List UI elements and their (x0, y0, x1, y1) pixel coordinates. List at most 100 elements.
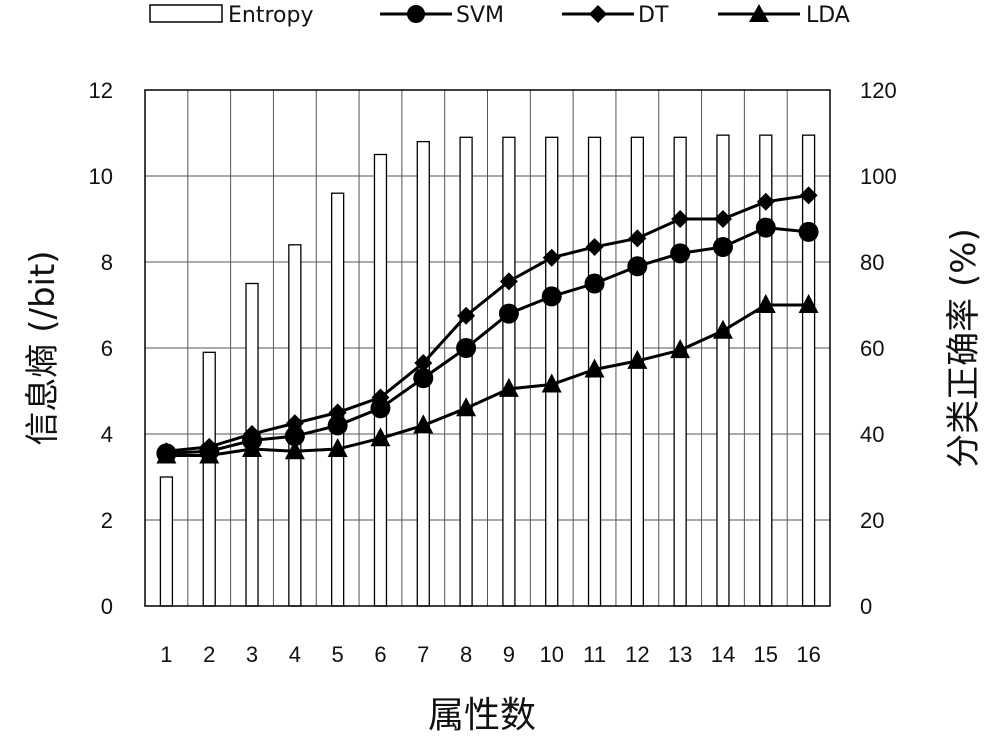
legend-entropy-swatch (149, 4, 223, 23)
lda-point (584, 358, 605, 378)
lda-point (199, 444, 220, 464)
y-tick-label: 12 (89, 78, 113, 103)
y2-tick-label: 100 (860, 164, 897, 189)
legend-dt: DT (562, 3, 669, 28)
legend-entropy-label: Entropy (228, 3, 313, 28)
entropy-bar (545, 136, 559, 607)
lda-point (755, 294, 776, 313)
svm-point (755, 217, 776, 238)
y-axis-title: 信息熵 (/bit) (23, 250, 63, 445)
y2-tick-label: 0 (860, 594, 872, 619)
lda-point (327, 438, 348, 458)
entropy-bar (202, 351, 216, 607)
x-tick-label: 16 (796, 642, 820, 667)
entropy-bar (459, 136, 473, 607)
entropy-bar (716, 134, 730, 607)
svm-point (798, 221, 819, 242)
dt-point (499, 272, 518, 291)
lda-point (670, 339, 691, 359)
x-tick-label: 7 (417, 642, 429, 667)
legend-lda: LDA (718, 3, 850, 28)
legend-entropy: Entropy (149, 3, 313, 28)
lda-line (166, 303, 809, 457)
dt-point (756, 192, 775, 211)
x-tick-label: 8 (460, 642, 472, 667)
svm-point (284, 426, 305, 447)
accuracy-lines (156, 186, 819, 464)
entropy-bar (673, 136, 687, 607)
y2-tick-label: 80 (860, 250, 884, 275)
x-tick-label: 10 (539, 642, 563, 667)
lda-point (156, 444, 177, 464)
lda-point (242, 438, 263, 458)
svm-point (456, 338, 477, 358)
svm-point (584, 273, 605, 294)
svm-point (327, 415, 348, 436)
entropy-bar (373, 153, 388, 607)
entropy-bar (331, 192, 345, 607)
lda-point (798, 294, 819, 313)
plot-area (144, 89, 831, 607)
dt-point (585, 237, 604, 256)
y2-tick-label: 40 (860, 422, 884, 447)
dt-point (243, 425, 262, 443)
y2-tick-label: 60 (860, 336, 884, 361)
svm-point (541, 286, 562, 307)
dt-point (713, 210, 732, 228)
x-tick-label: 13 (668, 642, 692, 667)
y-tick-label: 8 (101, 250, 113, 275)
dt-point (457, 306, 476, 325)
lda-point (284, 440, 305, 460)
legend-svm-label: SVM (456, 3, 504, 28)
legend-dt-label: DT (638, 3, 669, 28)
dt-point (799, 186, 818, 205)
x-tick-label: 9 (503, 642, 515, 667)
entropy-bar (502, 136, 516, 607)
svm-line (166, 226, 809, 455)
dt-point (628, 229, 647, 248)
svm-point (498, 303, 519, 324)
x-tick-label: 12 (625, 642, 649, 667)
legend-svm: SVM (380, 3, 504, 28)
legend-lda-label: LDA (806, 3, 850, 28)
y-tick-label: 10 (89, 164, 113, 189)
x-tick-label: 6 (374, 642, 386, 667)
legend-lda-marker (749, 4, 769, 22)
y2-tick-label: 120 (860, 78, 897, 103)
dt-line (166, 193, 809, 453)
entropy-bar (630, 136, 644, 607)
svm-point (627, 256, 648, 277)
y2-tick-label: 20 (860, 508, 884, 533)
x-tick-label: 3 (246, 642, 258, 667)
svm-point (413, 368, 434, 389)
dt-point (285, 414, 304, 433)
y2-axis-title: 分类正确率 (%) (944, 228, 984, 468)
y-tick-label: 6 (101, 336, 113, 361)
legend-svm-marker (407, 5, 425, 23)
x-tick-label: 5 (332, 642, 344, 667)
entropy-bar (801, 134, 816, 607)
lda-point (498, 377, 519, 397)
x-tick-label: 15 (754, 642, 778, 667)
lda-point (413, 414, 434, 434)
legend-dt-marker (589, 5, 607, 23)
x-axis-title: 属性数 (428, 695, 536, 736)
dt-point (414, 354, 433, 373)
lda-point (456, 397, 477, 417)
entropy-bar (159, 476, 174, 607)
lda-point (712, 319, 733, 339)
lda-point (627, 349, 648, 369)
svm-point (712, 236, 733, 257)
x-tick-label: 4 (289, 642, 301, 667)
x-tick-label: 11 (583, 642, 606, 667)
y-tick-label: 4 (101, 422, 113, 447)
lda-point (370, 427, 391, 447)
dt-point (371, 388, 390, 407)
y-tick-label: 0 (101, 594, 113, 619)
svm-point (370, 398, 391, 419)
x-tick-label: 1 (160, 642, 172, 667)
dt-point (328, 403, 347, 422)
y-tick-label: 2 (101, 508, 113, 533)
